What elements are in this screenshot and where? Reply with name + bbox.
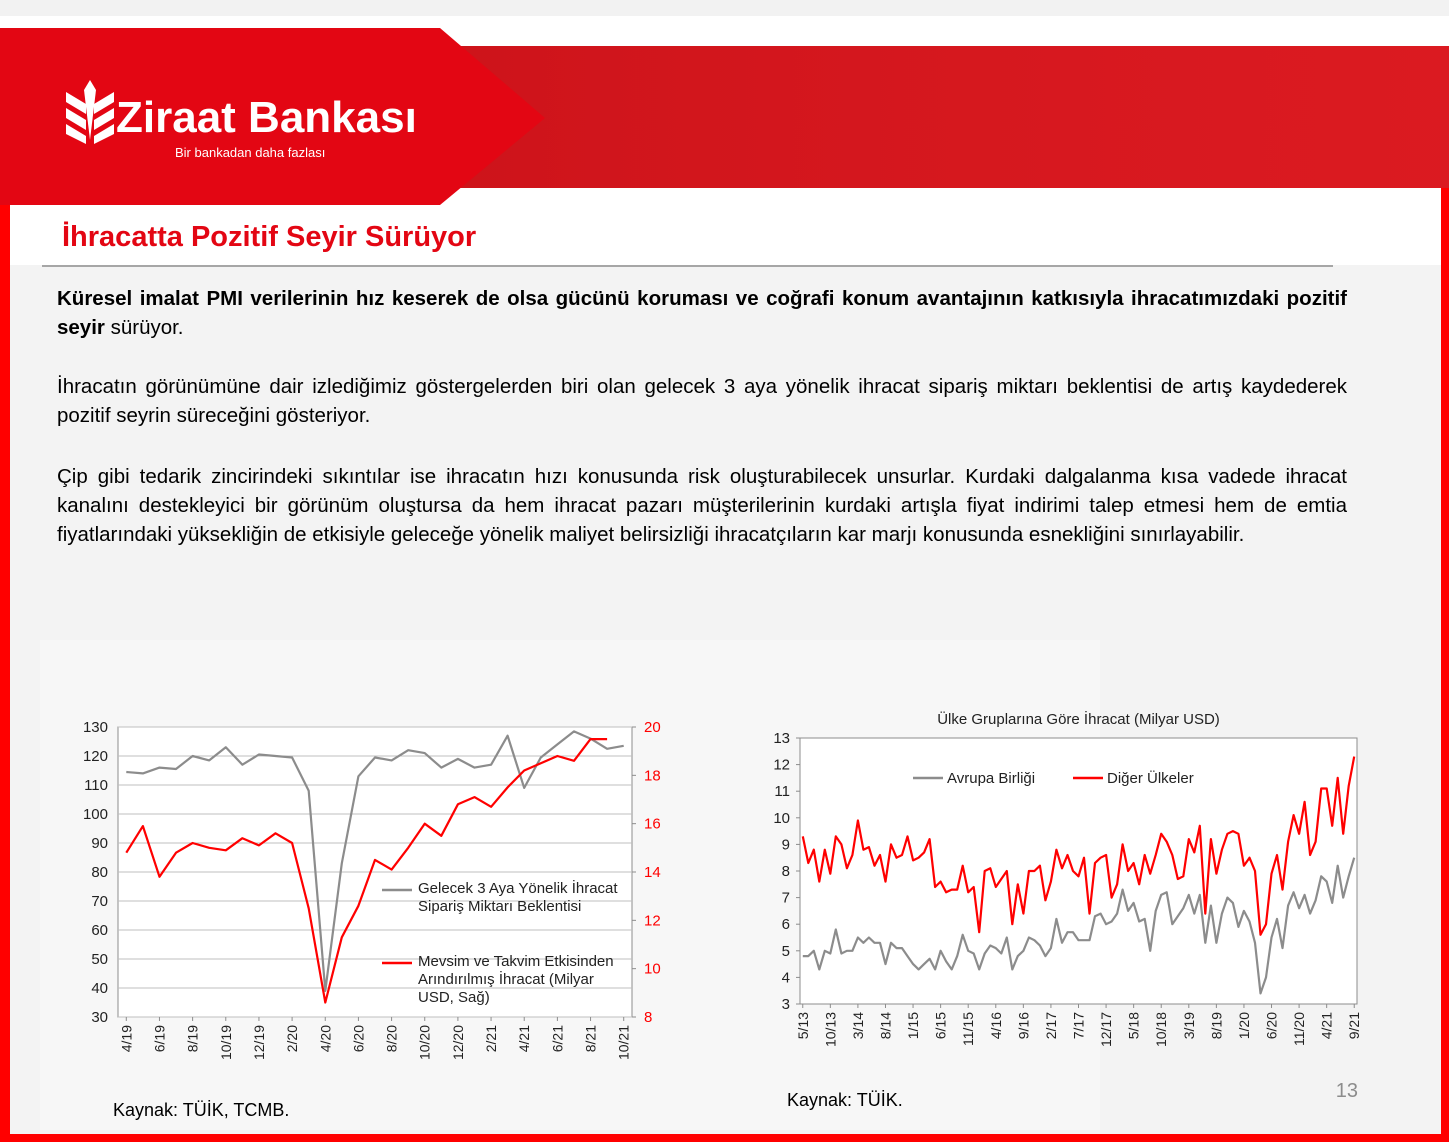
slide-title: İhracatta Pozitif Seyir Sürüyor [62, 221, 476, 253]
y2-tick-label: 18 [644, 767, 661, 784]
y-tick-label: 9 [782, 836, 790, 853]
y-tick-label: 50 [91, 951, 108, 968]
x-tick-label: 1/15 [905, 1012, 921, 1039]
x-tick-label: 6/19 [151, 1025, 167, 1052]
x-tick-label: 4/19 [118, 1025, 134, 1052]
title-bg [10, 205, 1441, 265]
x-tick-label: 12/17 [1098, 1012, 1114, 1047]
x-tick-label: 10/21 [616, 1025, 632, 1060]
x-tick-label: 8/19 [185, 1025, 201, 1052]
x-tick-label: 2/17 [1043, 1012, 1059, 1039]
y2-tick-label: 16 [644, 816, 661, 833]
x-tick-label: 3/19 [1181, 1012, 1197, 1039]
plot-area [799, 737, 1358, 1005]
x-tick-label: 12/19 [251, 1025, 267, 1060]
x-tick-label: 12/20 [450, 1025, 466, 1060]
paragraph-bold: Küresel imalat PMI verilerinin hız keser… [57, 287, 1347, 339]
legend-label: Gelecek 3 Aya Yönelik İhracat Sipariş Mi… [418, 880, 618, 915]
logo-text: Ziraat Bankası [116, 93, 417, 142]
x-tick-label: 2/21 [483, 1025, 499, 1052]
y-tick-label: 110 [84, 777, 108, 794]
top-strip [0, 0, 1449, 16]
x-tick-label: 6/20 [1264, 1012, 1280, 1039]
x-tick-label: 5/13 [795, 1012, 811, 1039]
y-tick-label: 7 [782, 890, 790, 907]
x-tick-label: 11/15 [960, 1012, 976, 1046]
y-tick-label: 90 [91, 835, 108, 852]
legend-label: Avrupa Birliği [947, 770, 1035, 787]
paragraph: Küresel imalat PMI verilerinin hız keser… [57, 284, 1347, 342]
y-tick-label: 3 [782, 996, 790, 1013]
series-line [801, 756, 1356, 936]
x-tick-label: 9/16 [1015, 1012, 1031, 1039]
paragraph: Çip gibi tedarik zincirindeki sıkıntılar… [57, 465, 1347, 546]
y-tick-label: 11 [774, 783, 790, 800]
y2-tick-label: 14 [644, 864, 661, 881]
x-tick-label: 3/14 [850, 1012, 866, 1039]
x-tick-label: 8/14 [877, 1012, 893, 1039]
y2-tick-label: 20 [644, 719, 661, 736]
frame-right [1441, 188, 1449, 1142]
paragraph-text: sürüyor. [104, 316, 184, 339]
y-tick-label: 5 [782, 943, 790, 960]
x-tick-label: 10/13 [822, 1012, 838, 1047]
y-tick-label: 6 [782, 916, 790, 933]
y2-tick-label: 10 [644, 961, 661, 978]
x-tick-label: 1/20 [1236, 1012, 1252, 1039]
x-tick-label: 4/21 [516, 1025, 532, 1052]
source: Kaynak: TÜİK, TCMB. [113, 1100, 290, 1120]
page-number: 13 [1336, 1080, 1358, 1102]
y-tick-label: 8 [782, 863, 790, 880]
source: Kaynak: TÜİK. [787, 1090, 903, 1110]
x-tick-label: 10/18 [1153, 1012, 1169, 1047]
x-tick-label: 6/21 [549, 1025, 565, 1052]
x-tick-label: 9/21 [1346, 1012, 1362, 1039]
series-line [802, 857, 1356, 995]
x-tick-label: 6/15 [933, 1012, 949, 1039]
y-tick-label: 40 [91, 980, 108, 997]
y-tick-label: 120 [83, 748, 108, 765]
logo-icon [66, 80, 114, 144]
y-tick-label: 70 [91, 893, 108, 910]
x-tick-label: 8/20 [384, 1025, 400, 1052]
y2-tick-label: 8 [644, 1009, 652, 1026]
x-tick-label: 10/19 [218, 1025, 234, 1060]
y-tick-label: 60 [91, 922, 108, 939]
x-tick-label: 7/17 [1071, 1012, 1087, 1039]
legend-label: Mevsim ve Takvim Etkisinden Arındırılmış… [418, 953, 614, 1006]
frame-bottom [0, 1134, 1449, 1142]
x-tick-label: 6/20 [350, 1025, 366, 1052]
legend-label: Diğer Ülkeler [1107, 769, 1194, 787]
paragraph: İhracatın görünümüne dair izlediğimiz gö… [57, 375, 1347, 427]
logo-tagline: Bir bankadan daha fazlası [175, 145, 325, 160]
y-tick-label: 100 [83, 806, 108, 823]
series-line [126, 730, 624, 992]
y-tick-label: 4 [782, 969, 790, 986]
y-tick-label: 10 [773, 810, 790, 827]
x-tick-label: 2/20 [284, 1025, 300, 1052]
series-line [125, 738, 608, 1004]
x-tick-label: 11/20 [1291, 1012, 1307, 1046]
chart-title: Ülke Gruplarına Göre İhracat (Milyar USD… [937, 710, 1220, 728]
x-tick-label: 8/19 [1208, 1012, 1224, 1039]
y-tick-label: 80 [91, 864, 108, 881]
x-tick-label: 5/18 [1126, 1012, 1142, 1039]
y-tick-label: 13 [773, 730, 790, 747]
y-tick-label: 12 [773, 757, 790, 774]
x-tick-label: 4/20 [317, 1025, 333, 1052]
y2-tick-label: 12 [644, 912, 661, 929]
y-tick-label: 130 [83, 719, 108, 736]
x-tick-label: 4/16 [988, 1012, 1004, 1039]
logo-panel [0, 28, 545, 205]
x-tick-label: 4/21 [1319, 1012, 1335, 1039]
x-tick-label: 8/21 [583, 1025, 599, 1052]
x-tick-label: 10/20 [417, 1025, 433, 1060]
y-tick-label: 30 [91, 1009, 108, 1026]
frame-left [0, 205, 10, 1142]
